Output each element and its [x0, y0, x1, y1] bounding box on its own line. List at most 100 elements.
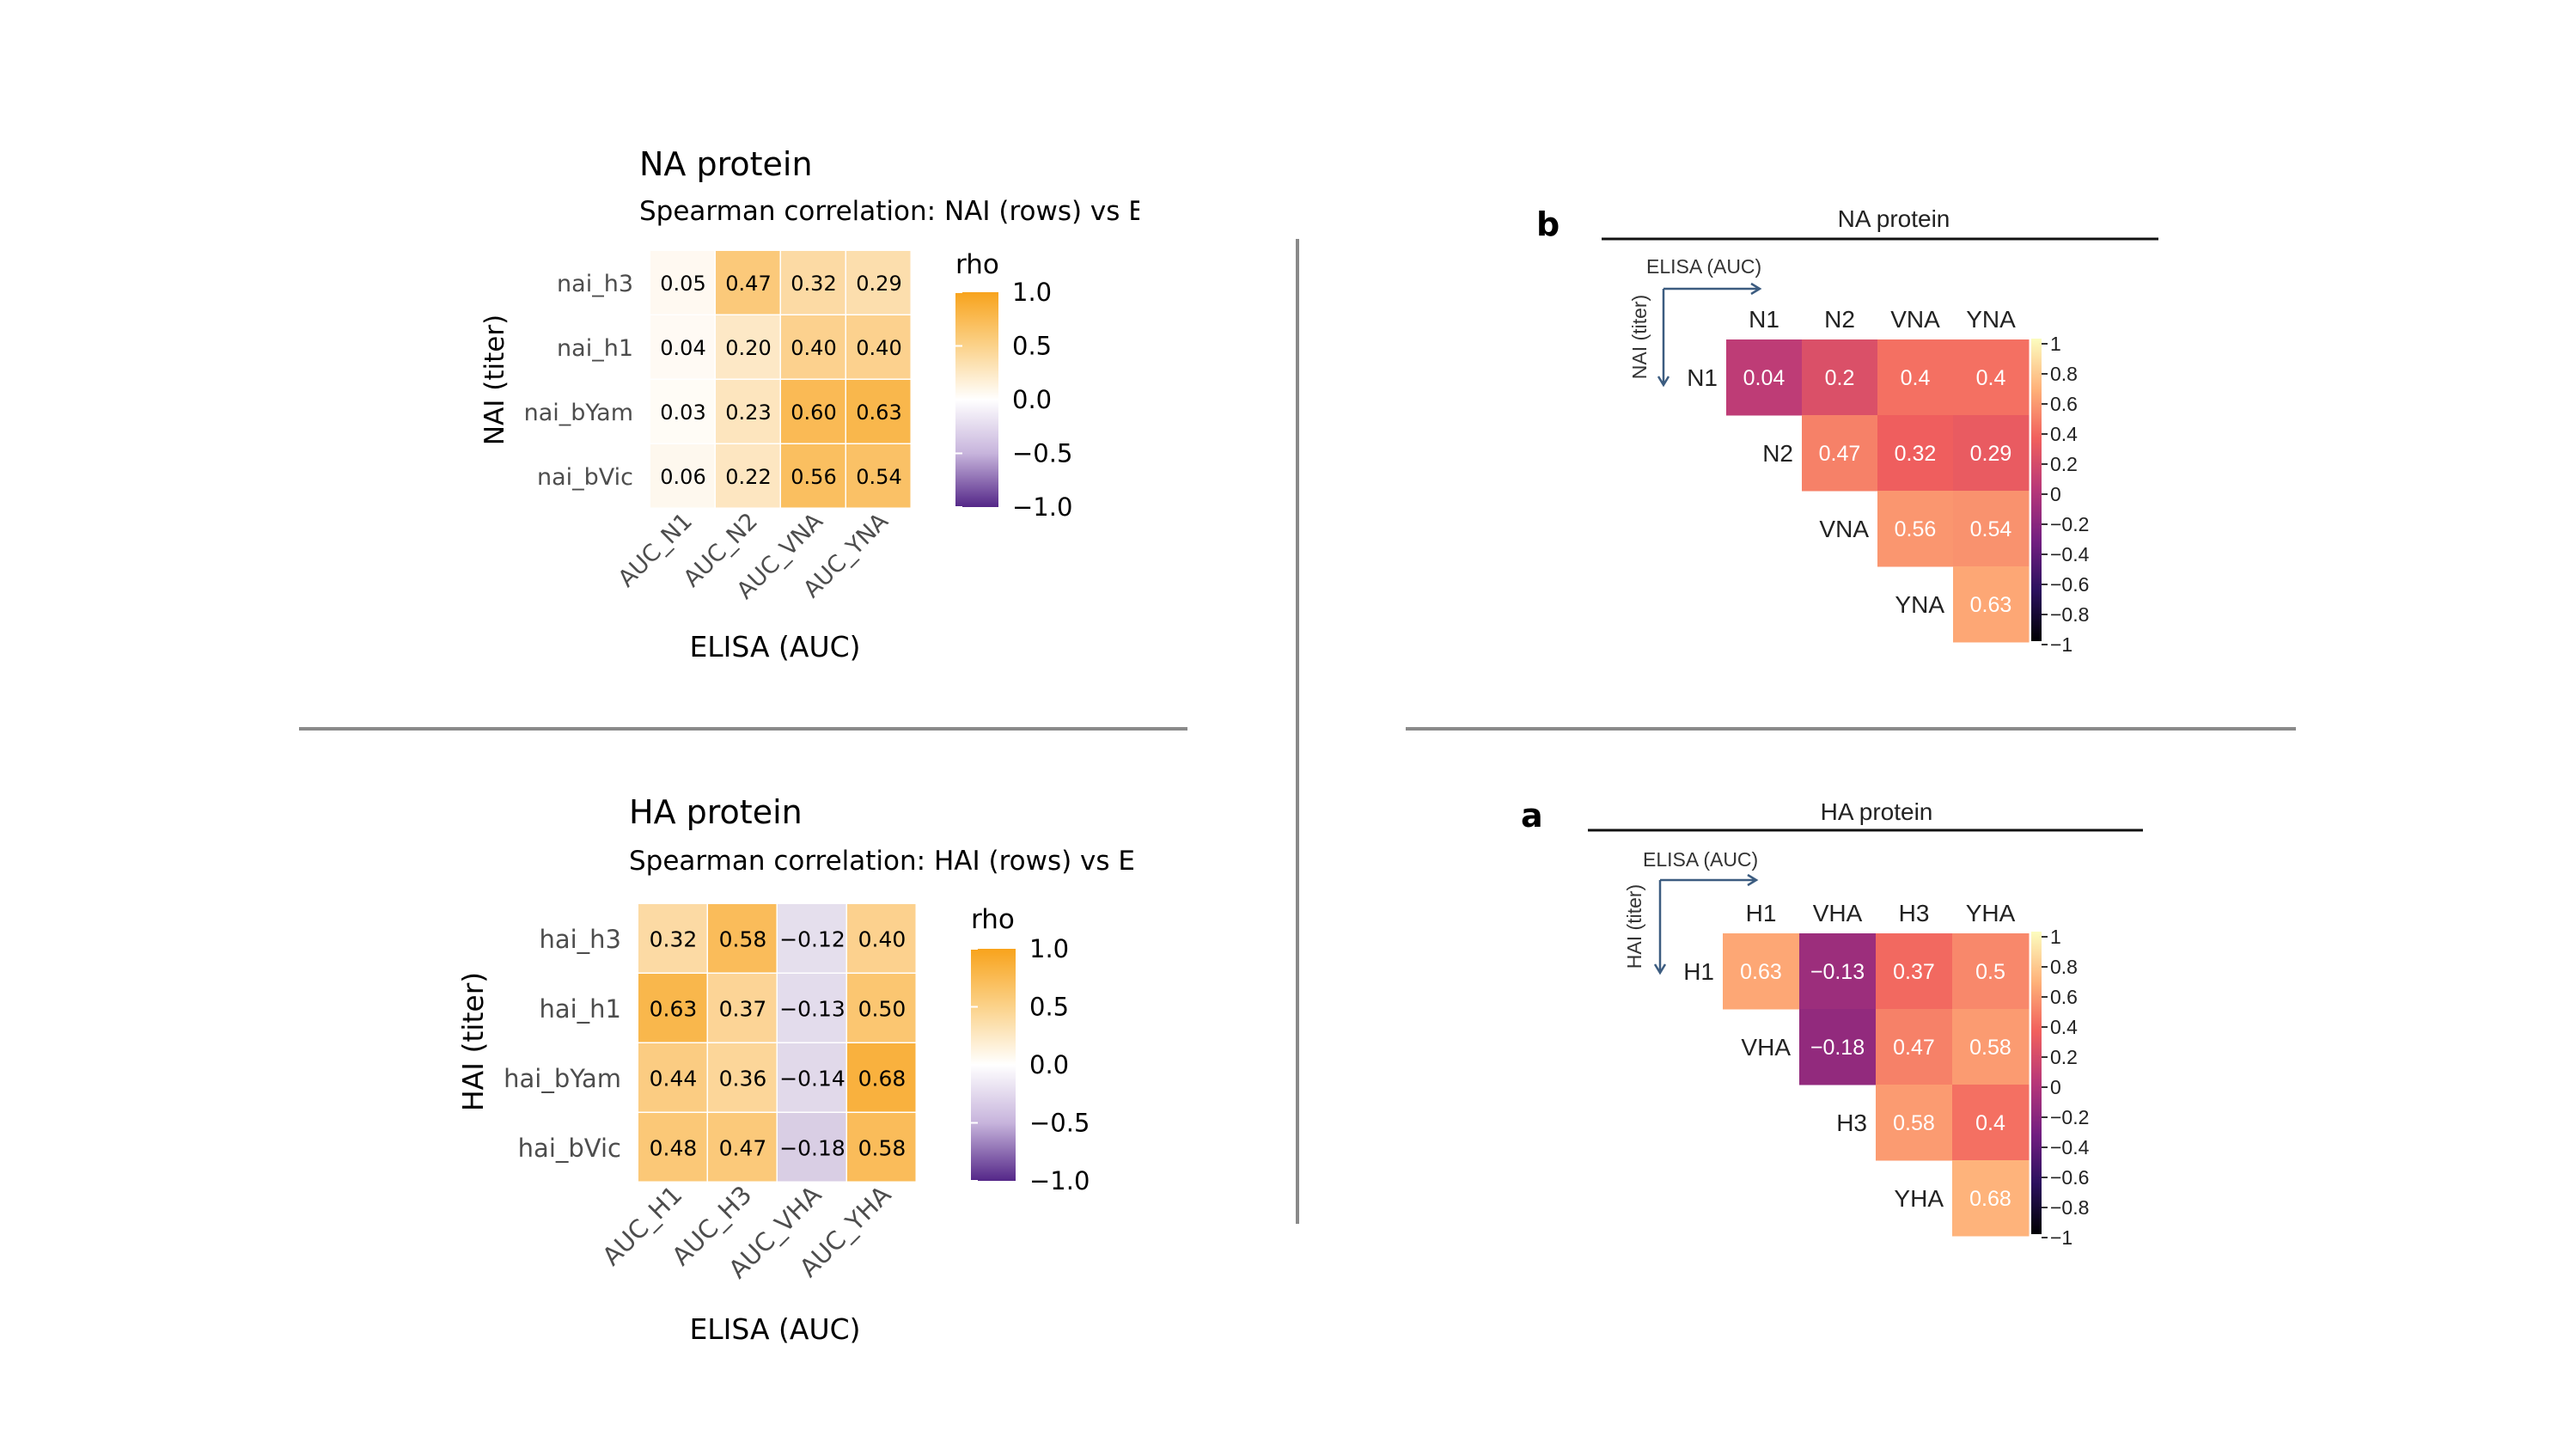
heatmap-cell	[708, 974, 777, 1042]
cell-label: 0.63	[650, 997, 698, 1022]
cell-label: 0.20	[725, 336, 771, 360]
ha-right-axis-arrows	[1653, 873, 1759, 975]
heatmap-cell	[1953, 491, 2030, 567]
cell-label: 0.40	[791, 336, 836, 360]
cell-label: 0.05	[660, 272, 705, 296]
cell-label: 0.68	[1969, 1187, 2011, 1211]
legend-tick-label: −0.4	[2050, 1136, 2090, 1159]
ha-left-legend-ticks: 1.0 0.5 0.0 −0.5 −1.0	[971, 934, 1090, 1195]
legend-tick-label: 0	[2050, 483, 2061, 505]
heatmap-cell	[716, 315, 780, 379]
cell-label: 0.40	[858, 927, 906, 952]
cell-label: −0.18	[779, 1136, 845, 1161]
column-tick-label: VNA	[1890, 306, 1940, 333]
heatmap-cell	[846, 444, 911, 508]
cell-label: 0.37	[719, 997, 767, 1022]
column-tick-label: N2	[1824, 306, 1855, 333]
panel-letter-a: a	[1521, 797, 1543, 835]
legend-tick-label: −0.4	[2050, 543, 2090, 566]
cell-label: 0.4	[1901, 366, 1931, 390]
heatmap-cell	[650, 251, 715, 315]
legend-tick-label: 0.5	[1029, 993, 1069, 1022]
cell-label: 0.03	[660, 400, 705, 425]
cell-label: 0.63	[1740, 960, 1782, 984]
na-left-ylabel: NAI (titer)	[479, 315, 510, 445]
heatmap-cell	[650, 315, 715, 379]
heatmap-cell	[638, 904, 707, 973]
cell-label: 0.32	[650, 927, 698, 952]
ha-right-legend-ticks: 1 0.8 0.6 0.4 0.2 0 −0.2 −0.4 −0.6 −0.8 −1	[2042, 926, 2090, 1249]
row-tick-label: nai_h1	[557, 335, 633, 362]
row-tick-label: hai_h1	[539, 994, 621, 1024]
na-right-axis-ylabel: NAI (titer)	[1628, 295, 1651, 379]
cell-label: 0.63	[856, 400, 901, 425]
ha-left-title: HA protein	[629, 793, 803, 831]
na-left-xlabel: ELISA (AUC)	[689, 630, 860, 663]
cell-label: 0.58	[1893, 1111, 1935, 1135]
legend-tick-label: 0.6	[2050, 393, 2078, 415]
row-tick-label: nai_h3	[557, 271, 633, 297]
legend-tick-label: 0.8	[2050, 956, 2078, 978]
heatmap-cell	[778, 904, 846, 973]
heatmap-cell	[1726, 339, 1803, 416]
legend-tick-label: −0.8	[2050, 1196, 2089, 1219]
cell-label: 0.04	[660, 336, 705, 360]
heatmap-cell	[781, 315, 845, 379]
column-tick-label: YHA	[1966, 900, 2016, 926]
ha-left-legend-title: rho	[971, 904, 1015, 935]
cell-label: 0.32	[1895, 442, 1937, 466]
heatmap-cell	[778, 1043, 846, 1112]
ha-right-panel: a HA protein ELISA (AUC) HAI (titer) 0.6…	[1521, 797, 2143, 1249]
legend-tick-label: 1	[2050, 926, 2061, 948]
column-tick-label: H3	[1899, 900, 1930, 926]
legend-tick-label: −0.6	[2050, 1166, 2089, 1189]
ha-right-colorbar	[2031, 932, 2042, 1234]
cell-label: 0.06	[660, 465, 705, 489]
subtitle-clip-mask	[1139, 191, 1234, 230]
heatmap-cell	[846, 380, 911, 443]
cell-label: 0.48	[650, 1136, 698, 1161]
heatmap-cell	[1799, 1009, 1877, 1085]
cell-label: 0.47	[1893, 1036, 1935, 1060]
heatmap-cell	[778, 974, 846, 1042]
cell-label: 0.44	[650, 1067, 698, 1091]
cell-label: 0.37	[1893, 960, 1935, 984]
cell-label: 0.4	[1975, 1111, 2005, 1135]
row-tick-label: VNA	[1819, 516, 1869, 542]
ha-left-subtitle: Spearman correlation: HAI (rows) vs E	[629, 846, 1135, 877]
heatmap-cell	[638, 1043, 707, 1112]
legend-tick-label: −0.8	[2050, 603, 2089, 626]
panel-letter-b: b	[1536, 205, 1560, 243]
cell-label: 0.4	[1976, 366, 2006, 390]
cell-label: 0.29	[856, 272, 901, 296]
legend-tick-label: 0.6	[2050, 986, 2078, 1008]
cell-label: 0.47	[719, 1136, 767, 1161]
ha-right-heatmap: 0.63 −0.13 0.37 0.5 −0.18 0.47 0.58 0.58 0.4 0.68…	[1683, 900, 2030, 1237]
cell-label: 0.60	[791, 400, 836, 425]
na-left-heatmap: 0.05 0.47 0.32 0.29 0.04 0.20 0.40 0.40 0.03 0.23…	[524, 251, 911, 604]
na-right-legend-ticks: 1 0.8 0.6 0.4 0.2 0 −0.2 −0.4 −0.6 −0.8 −1	[2042, 333, 2090, 656]
heatmap-cell	[1723, 933, 1800, 1010]
cell-label: 0.29	[1970, 442, 2012, 466]
na-left-legend-ticks: 1.0 0.5 0.0 −0.5 −1.0	[955, 278, 1072, 522]
column-tick-label: YNA	[1966, 306, 2016, 333]
ha-right-axis-xlabel: ELISA (AUC)	[1643, 848, 1758, 871]
cell-label: 0.23	[725, 400, 771, 425]
na-right-title: NA protein	[1838, 205, 1950, 232]
heatmap-cell	[1952, 1009, 2030, 1085]
heatmap-cell	[1953, 415, 2030, 492]
cell-label: 0.63	[1970, 593, 2012, 617]
heatmap-cell	[781, 380, 845, 443]
cell-label: 0.68	[858, 1067, 906, 1091]
legend-tick-label: 0.2	[2050, 453, 2078, 475]
cell-label: 0.40	[856, 336, 901, 360]
heatmap-cell	[847, 904, 916, 973]
ha-left-heatmap: 0.32 0.58 −0.12 0.40 0.63 0.37 −0.13 0.50 0.44 0.…	[504, 904, 916, 1284]
legend-tick-label: −0.5	[1012, 439, 1072, 468]
heatmap-cell	[847, 974, 916, 1042]
ha-left-xlabel: ELISA (AUC)	[689, 1312, 860, 1346]
heatmap-cell	[716, 380, 780, 443]
heatmap-cell	[650, 380, 715, 443]
heatmap-cell	[638, 974, 707, 1042]
